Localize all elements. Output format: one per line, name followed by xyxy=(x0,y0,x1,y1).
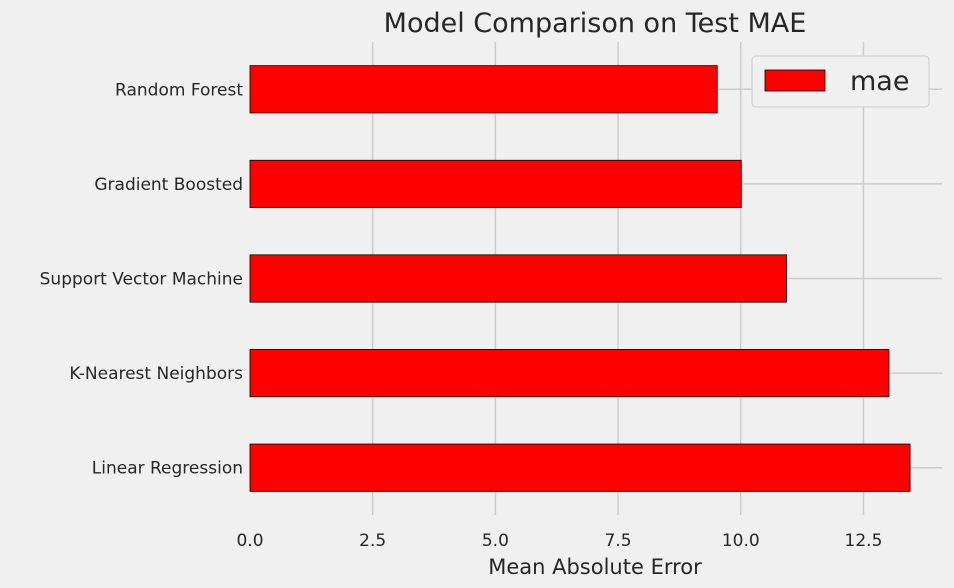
bar xyxy=(249,254,787,303)
x-axis-label: Mean Absolute Error xyxy=(488,555,702,579)
legend: mae xyxy=(751,55,930,108)
x-tick-label: 7.5 xyxy=(605,531,632,551)
bars xyxy=(249,65,911,492)
bar xyxy=(249,159,742,208)
legend-box xyxy=(751,55,930,108)
y-tick-label: K-Nearest Neighbors xyxy=(69,364,243,384)
x-tick-label: 5.0 xyxy=(482,531,509,551)
x-tick-label: 2.5 xyxy=(359,531,386,551)
bar xyxy=(249,65,718,114)
y-tick-label: Gradient Boosted xyxy=(94,175,243,195)
legend-label: mae xyxy=(850,66,909,97)
x-tick-label: 0.0 xyxy=(236,531,263,551)
y-tick-label: Support Vector Machine xyxy=(40,270,243,290)
y-tick-labels: Random Forest Gradient Boosted Support Vec… xyxy=(40,80,244,478)
x-tick-label: 10.0 xyxy=(722,531,760,551)
x-tick-labels: 0.0 2.5 5.0 7.5 10.0 12.5 xyxy=(236,531,882,551)
y-tick-label: Random Forest xyxy=(115,80,243,100)
legend-swatch xyxy=(764,69,826,92)
chart-title: Model Comparison on Test MAE xyxy=(384,8,807,39)
bar xyxy=(249,443,911,492)
bar xyxy=(249,349,890,398)
x-tick-label: 12.5 xyxy=(845,531,883,551)
y-tick-label: Linear Regression xyxy=(92,459,243,479)
